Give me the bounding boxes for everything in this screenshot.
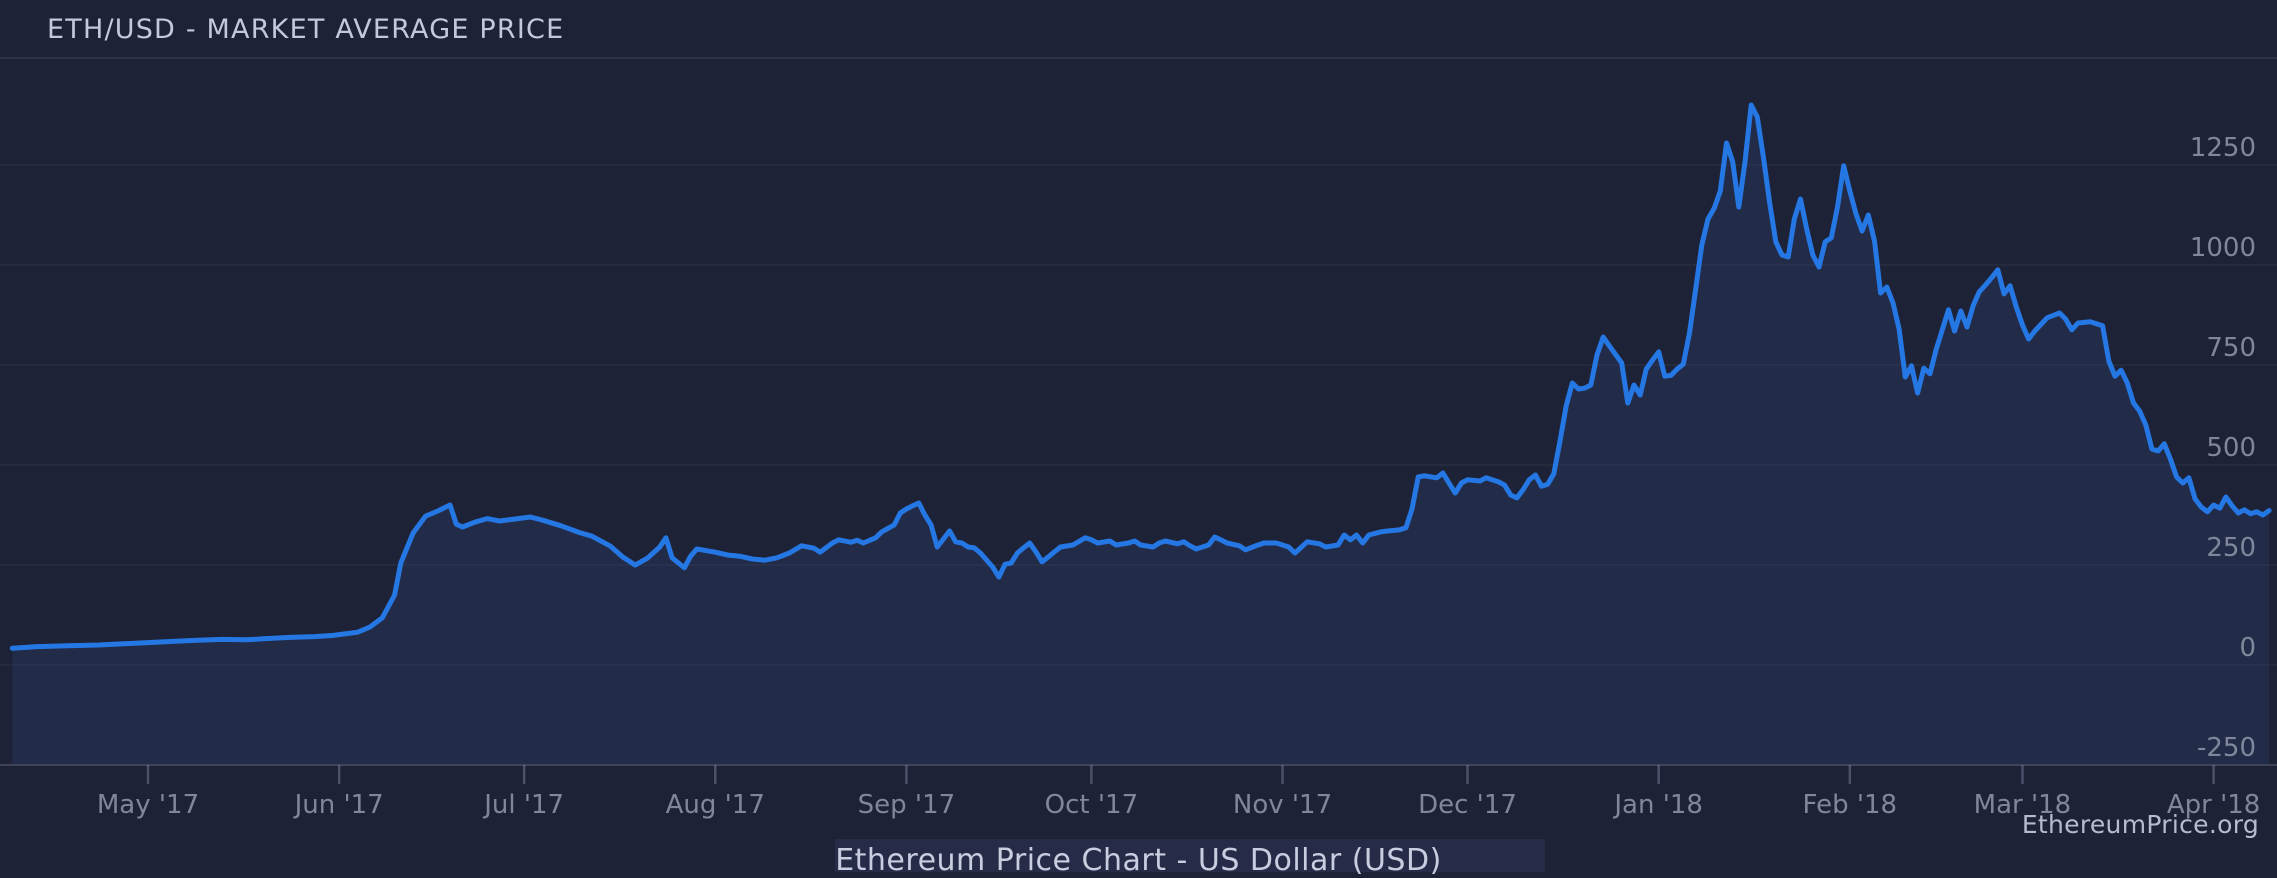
y-tick-label: 1250: [2190, 133, 2256, 163]
price-line: [9, 102, 2272, 651]
y-tick-label: -250: [2197, 733, 2256, 763]
x-tick-label: Apr '18: [2167, 790, 2260, 820]
y-tick-label: 750: [2206, 333, 2256, 363]
x-tick-label: Nov '17: [1233, 790, 1332, 820]
y-tick-label: 0: [2239, 633, 2256, 663]
title-divider: [0, 57, 2277, 59]
x-tick-label: May '17: [97, 790, 199, 820]
x-tick-label: Oct '17: [1045, 790, 1138, 820]
x-tick-label: Dec '17: [1418, 790, 1517, 820]
x-tick-label: Sep '17: [858, 790, 956, 820]
y-tick-label: 250: [2206, 533, 2256, 563]
y-tick-label: 500: [2206, 433, 2256, 463]
x-tick-label: Jun '17: [293, 790, 384, 820]
price-area: [12, 105, 2270, 765]
y-tick-label: 1000: [2190, 233, 2256, 263]
x-tick-label: Feb '18: [1803, 790, 1898, 820]
x-tick-label: Jul '17: [482, 790, 564, 820]
chart-caption: Ethereum Price Chart - US Dollar (USD): [835, 843, 1442, 878]
watermark-ethereumprice-org: EthereumPrice.org: [2021, 810, 2259, 839]
x-tick-label: Mar '18: [1974, 790, 2072, 820]
x-tick-label: Aug '17: [666, 790, 765, 820]
caption-background: [835, 839, 1545, 872]
chart-title: ETH/USD - MARKET AVERAGE PRICE: [47, 14, 565, 45]
x-tick-label: Jan '18: [1612, 790, 1703, 820]
